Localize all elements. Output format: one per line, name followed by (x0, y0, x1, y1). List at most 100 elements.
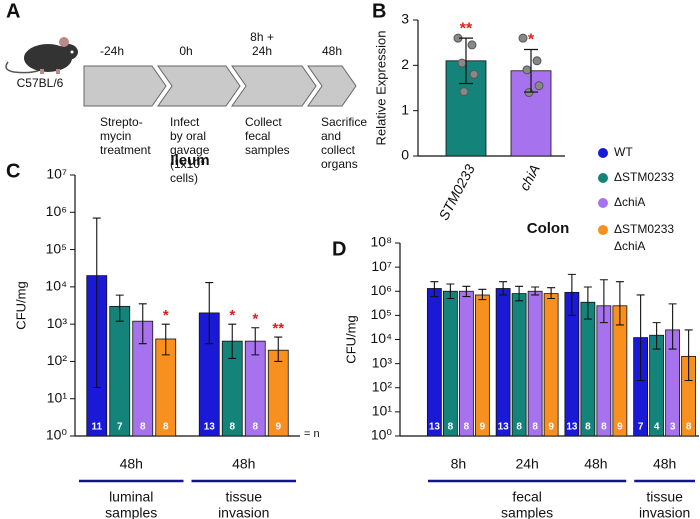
error-bar (567, 273, 576, 316)
data-point (522, 65, 532, 75)
panel-label: D (332, 238, 346, 260)
step-label: Infect (170, 115, 200, 129)
y-tick-label: 10² (47, 352, 68, 368)
n-label: 8 (686, 422, 692, 433)
y-tick-label: 10⁵ (371, 306, 392, 322)
step-label: cells) (170, 171, 198, 185)
group-label: fecal (512, 489, 542, 505)
significance: * (229, 307, 235, 324)
time-label: 48h (322, 44, 342, 58)
n-label: 13 (566, 422, 578, 433)
x-tick-label: 48h (653, 456, 676, 472)
y-tick-label: 10⁴ (45, 278, 67, 294)
y-tick-label: 1 (401, 101, 409, 117)
y-tick-label: 10² (372, 378, 393, 394)
group-label: tissue (225, 489, 262, 505)
error-bar (599, 279, 608, 324)
panel-label: B (372, 0, 386, 22)
bar (511, 293, 527, 437)
data-point (532, 56, 542, 66)
error-bar (115, 294, 124, 322)
bar (527, 290, 543, 437)
group-label: invasion (639, 505, 690, 519)
x-tick-label: chiA (516, 162, 543, 194)
chart-title: Colon (527, 220, 570, 237)
error-bar (161, 323, 170, 356)
y-tick-label: 10⁵ (46, 240, 67, 256)
n-label: 11 (91, 422, 102, 433)
n-label: 8 (464, 422, 470, 433)
n-label: 8 (252, 422, 258, 433)
bar (495, 288, 511, 437)
y-tick-label: 10⁶ (46, 203, 67, 219)
significance: * (252, 311, 258, 328)
y-tick-label: 10⁷ (46, 166, 67, 182)
x-tick-label: STM0233 (435, 161, 478, 222)
step-label: Sacrifice (321, 115, 367, 129)
error-bar (92, 217, 101, 389)
error-bar (430, 281, 439, 298)
y-tick-label: 10⁷ (371, 258, 392, 274)
n-label: 8 (140, 422, 146, 433)
x-tick-label: 48h (120, 456, 143, 472)
bar (426, 288, 442, 437)
error-bar (636, 294, 645, 382)
bar (442, 290, 458, 437)
strain-label: C57BL/6 (17, 76, 64, 90)
mouse-icon (5, 37, 78, 74)
y-tick-label: 10⁸ (371, 234, 393, 250)
bar (596, 305, 612, 437)
error-bar (547, 287, 556, 300)
data-point (467, 40, 477, 50)
panel-label: C (6, 160, 20, 182)
step-label: organs (321, 157, 358, 171)
n-label: 8 (585, 422, 591, 433)
significance: * (528, 32, 535, 49)
n-label: 9 (617, 422, 623, 433)
error-bar (446, 283, 455, 300)
timeline-arrows (83, 65, 357, 107)
n-label: 8 (532, 422, 538, 433)
n-label: 7 (638, 422, 644, 433)
step-label: Strepto- (100, 115, 143, 129)
data-point (469, 69, 479, 79)
error-bar (515, 285, 524, 302)
y-axis-label: Relative Expression (373, 31, 388, 146)
bar (109, 305, 131, 437)
error-bar (274, 336, 283, 362)
group-label: samples (105, 505, 157, 519)
step-label: fecal (245, 129, 270, 143)
n-label: 7 (117, 422, 123, 433)
error-bar (205, 282, 214, 345)
legend-swatch (598, 148, 608, 158)
legend-label: ΔSTM0233 ΔchiA (614, 222, 677, 253)
legend-label: ΔchiA (614, 195, 645, 209)
y-tick-label: 0 (401, 147, 409, 163)
n-label: 8 (516, 422, 522, 433)
n-label: 13 (204, 422, 216, 433)
error-bar (531, 286, 540, 296)
step-label: Collect (245, 115, 282, 129)
error-bar (524, 48, 538, 93)
legend-swatch (598, 173, 608, 183)
significance: ** (272, 320, 284, 337)
y-axis-label: CFU/mg (343, 315, 358, 363)
chart-title: Ileum (170, 152, 209, 169)
y-tick-label: 3 (401, 11, 409, 27)
step-label: treatment (100, 143, 151, 157)
bar (474, 294, 490, 437)
n-label: 8 (229, 422, 235, 433)
error-bar (228, 323, 237, 360)
panel-label: A (6, 0, 20, 22)
data-point (534, 81, 544, 91)
bar (580, 301, 596, 437)
group-label: tissue (646, 489, 683, 505)
error-bar (499, 281, 508, 296)
group-label: invasion (218, 505, 269, 519)
error-bar (583, 286, 592, 320)
n-label: 13 (498, 422, 510, 433)
legend-label: ΔSTM0233 (614, 170, 674, 184)
n-label: 8 (601, 422, 607, 433)
error-bar (668, 303, 677, 350)
